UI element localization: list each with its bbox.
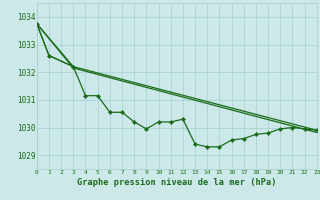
X-axis label: Graphe pression niveau de la mer (hPa): Graphe pression niveau de la mer (hPa) [77,178,276,187]
